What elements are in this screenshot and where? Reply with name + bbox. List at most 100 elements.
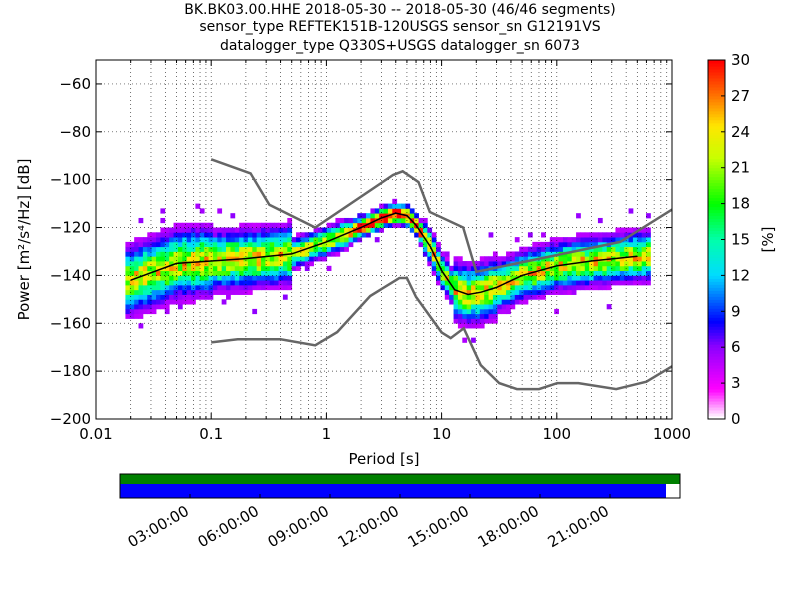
heatmap-cell bbox=[357, 227, 363, 233]
heatmap-cell bbox=[256, 280, 262, 286]
heatmap-cell bbox=[453, 304, 459, 310]
colorbar-tick-label: 3 bbox=[731, 374, 741, 392]
heatmap-cell bbox=[488, 289, 494, 295]
heatmap-cell bbox=[164, 270, 170, 276]
heatmap-cell bbox=[147, 284, 153, 291]
heatmap-cell bbox=[523, 270, 529, 276]
heatmap-cell bbox=[186, 275, 192, 281]
heatmap-cell bbox=[274, 241, 279, 248]
heatmap-cell bbox=[449, 270, 454, 276]
heatmap-cell bbox=[199, 280, 205, 286]
heatmap-cell bbox=[230, 251, 236, 257]
heatmap-cell bbox=[606, 275, 612, 281]
heatmap-cell bbox=[204, 232, 209, 238]
heatmap-cell bbox=[611, 275, 616, 281]
heatmap-cell bbox=[593, 246, 599, 252]
heatmap-cell bbox=[541, 294, 546, 300]
heatmap-cell bbox=[322, 227, 328, 233]
heatmap-cell bbox=[641, 241, 647, 248]
heatmap-cell bbox=[230, 280, 236, 286]
heatmap-cell bbox=[475, 270, 481, 276]
heatmap-cell bbox=[160, 275, 166, 281]
heatmap-cell bbox=[576, 280, 581, 286]
heatmap-cell bbox=[554, 261, 559, 267]
heatmap-cell bbox=[195, 241, 201, 248]
heatmap-cell bbox=[291, 237, 297, 243]
heatmap-cell bbox=[646, 213, 651, 219]
heatmap-cell bbox=[195, 222, 201, 228]
heatmap-cell bbox=[256, 227, 262, 233]
heatmap-cell bbox=[514, 237, 520, 243]
heatmap-cell bbox=[567, 246, 573, 252]
heatmap-cell bbox=[269, 265, 275, 272]
heatmap-cell bbox=[466, 280, 472, 286]
heatmap-cell bbox=[462, 265, 468, 272]
heatmap-cell bbox=[221, 227, 227, 233]
heatmap-cell bbox=[252, 256, 258, 262]
heatmap-cell bbox=[173, 237, 179, 243]
heatmap-cell bbox=[142, 251, 148, 257]
colorbar-segment bbox=[708, 293, 725, 297]
heatmap-cell bbox=[186, 237, 192, 243]
heatmap-cell bbox=[230, 270, 236, 276]
heatmap-cell bbox=[160, 251, 166, 257]
heatmap-cell bbox=[138, 299, 144, 305]
heatmap-cell bbox=[453, 294, 459, 300]
colorbar-segment bbox=[708, 137, 725, 142]
heatmap-cell bbox=[641, 251, 647, 257]
heatmap-cell bbox=[261, 227, 266, 233]
heatmap-cell bbox=[151, 294, 157, 300]
heatmap-cell bbox=[414, 232, 419, 238]
heatmap-cell bbox=[484, 270, 489, 276]
heatmap-cell bbox=[191, 246, 196, 252]
heatmap-cell bbox=[169, 246, 174, 252]
colorbar-segment bbox=[708, 182, 725, 187]
heatmap-cell bbox=[147, 294, 153, 300]
heatmap-cell bbox=[247, 265, 253, 272]
heatmap-cell bbox=[164, 299, 170, 305]
heatmap-cell bbox=[182, 289, 188, 295]
heatmap-cell bbox=[392, 213, 398, 219]
heatmap-cell bbox=[278, 270, 284, 276]
heatmap-cell bbox=[357, 222, 363, 228]
heatmap-cell bbox=[304, 256, 310, 262]
heatmap-cell bbox=[252, 227, 258, 233]
heatmap-cell bbox=[471, 270, 476, 276]
heatmap-cell bbox=[234, 275, 240, 281]
heatmap-cell bbox=[615, 270, 621, 276]
heatmap-cell bbox=[243, 237, 249, 243]
heatmap-cell bbox=[142, 246, 148, 252]
colorbar-segment bbox=[708, 239, 725, 243]
colorbar-segment bbox=[708, 167, 725, 172]
chart-title-line-3: datalogger_type Q330S+USGS datalogger_sn… bbox=[220, 38, 580, 54]
heatmap-cell bbox=[422, 241, 428, 248]
colorbar-segment bbox=[708, 194, 725, 199]
heatmap-cell bbox=[405, 208, 411, 214]
heatmap-cell bbox=[156, 261, 161, 267]
heatmap-cell bbox=[177, 294, 183, 300]
heatmap-cell bbox=[261, 256, 266, 262]
heatmap-cell bbox=[278, 246, 284, 252]
heatmap-cell bbox=[182, 294, 188, 300]
heatmap-cell bbox=[466, 261, 472, 267]
heatmap-cell bbox=[545, 261, 551, 267]
heatmap-cell bbox=[606, 270, 612, 276]
heatmap-cell bbox=[488, 261, 494, 267]
colorbar-segment bbox=[708, 77, 725, 82]
heatmap-cell bbox=[527, 275, 533, 281]
heatmap-cell bbox=[269, 261, 275, 267]
heatmap-cell bbox=[576, 251, 581, 257]
heatmap-cell bbox=[510, 275, 516, 281]
heatmap-cell bbox=[475, 308, 481, 315]
heatmap-cell bbox=[195, 256, 201, 262]
heatmap-cell bbox=[169, 270, 174, 276]
heatmap-cell bbox=[615, 241, 621, 248]
heatmap-cell bbox=[138, 217, 144, 224]
heatmap-cell bbox=[226, 237, 231, 243]
heatmap-cell bbox=[580, 232, 586, 238]
heatmap-cell bbox=[357, 232, 363, 238]
heatmap-cell bbox=[169, 232, 174, 238]
heatmap-cell bbox=[366, 222, 371, 228]
heatmap-cell bbox=[331, 251, 336, 257]
heatmap-cell bbox=[484, 284, 489, 291]
